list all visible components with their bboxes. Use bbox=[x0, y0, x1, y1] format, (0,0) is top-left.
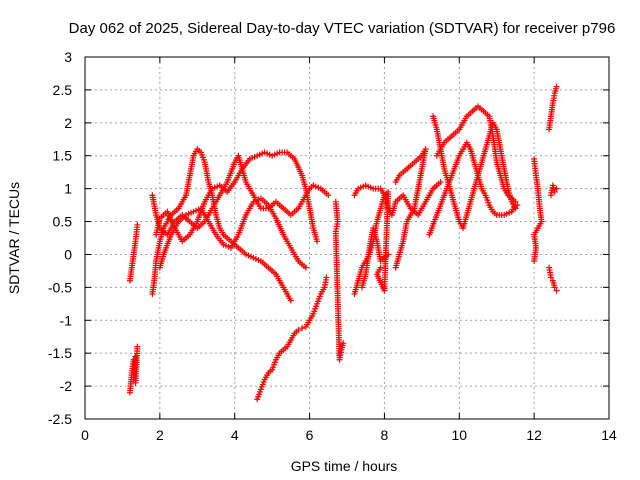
data-point bbox=[314, 238, 321, 245]
y-tick-label: -0.5 bbox=[48, 279, 72, 295]
y-tick-label: 0 bbox=[64, 246, 72, 262]
data-point bbox=[392, 264, 399, 271]
data-point bbox=[295, 327, 302, 334]
data-point bbox=[377, 264, 384, 271]
x-tick-label: 0 bbox=[81, 427, 89, 443]
y-tick-label: 0.5 bbox=[53, 214, 73, 230]
x-tick-label: 4 bbox=[231, 427, 239, 443]
data-point bbox=[531, 258, 538, 265]
x-tick-label: 14 bbox=[601, 427, 617, 443]
plot-frame bbox=[84, 56, 610, 420]
y-axis-label: SDTVAR / TECUs bbox=[6, 182, 22, 294]
series-s16 bbox=[531, 156, 545, 265]
data-point bbox=[553, 185, 560, 192]
y-tick-label: 2.5 bbox=[53, 82, 73, 98]
y-tick-label: 2 bbox=[64, 115, 72, 131]
data-point bbox=[551, 188, 558, 195]
series-s15 bbox=[426, 139, 519, 238]
series-s13 bbox=[430, 113, 519, 232]
series-s1 bbox=[126, 221, 141, 284]
y-tick-label: -2 bbox=[60, 378, 73, 394]
grid-lines bbox=[85, 57, 609, 419]
series-s7 bbox=[254, 274, 330, 403]
series-s18 bbox=[546, 83, 560, 133]
data-point bbox=[323, 274, 330, 281]
series-s10 bbox=[351, 179, 444, 218]
y-tick-label: -1.5 bbox=[48, 345, 72, 361]
x-axis-label: GPS time / hours bbox=[291, 458, 398, 474]
chart-title: Day 062 of 2025, Sidereal Day-to-day VTE… bbox=[69, 20, 616, 37]
data-point bbox=[553, 287, 560, 294]
data-point bbox=[287, 297, 294, 304]
data-point bbox=[302, 264, 309, 271]
data-point bbox=[340, 340, 347, 347]
x-tick-label: 6 bbox=[306, 427, 314, 443]
series-s3 bbox=[149, 146, 294, 304]
y-tick-label: -2.5 bbox=[48, 411, 72, 427]
series-s11 bbox=[358, 225, 392, 291]
x-tick-label: 8 bbox=[381, 427, 389, 443]
y-tick-label: 3 bbox=[64, 49, 72, 65]
y-tick-label: -1 bbox=[60, 312, 73, 328]
y-tick-label: 1.5 bbox=[53, 148, 73, 164]
x-tick-label: 12 bbox=[526, 427, 542, 443]
data-point bbox=[134, 343, 141, 350]
series-s6 bbox=[156, 195, 309, 271]
series-s12 bbox=[392, 146, 429, 271]
data-point bbox=[551, 284, 558, 291]
data-point bbox=[437, 179, 444, 186]
data-point bbox=[385, 251, 392, 258]
data-point bbox=[512, 202, 519, 209]
axis-ticks: 0 2 4 6 8 10 12 14 -2.5 -2 -1.5 -1 -0.5 0 0.5 1 1.5 2 2.5 3 bbox=[48, 49, 617, 443]
data-point bbox=[325, 192, 332, 199]
series-s8 bbox=[332, 198, 347, 363]
x-tick-label: 10 bbox=[451, 427, 467, 443]
series-s5 bbox=[153, 149, 321, 245]
series-s19 bbox=[547, 182, 560, 199]
x-tick-label: 2 bbox=[156, 427, 164, 443]
data-point bbox=[299, 325, 306, 332]
series-s14 bbox=[433, 103, 521, 209]
data-marks bbox=[126, 83, 560, 403]
data-point bbox=[553, 83, 560, 90]
data-point bbox=[547, 274, 554, 281]
data-point bbox=[134, 221, 141, 228]
series-s2 bbox=[126, 343, 141, 396]
y-tick-label: 1 bbox=[64, 181, 72, 197]
series-s17 bbox=[546, 264, 560, 294]
